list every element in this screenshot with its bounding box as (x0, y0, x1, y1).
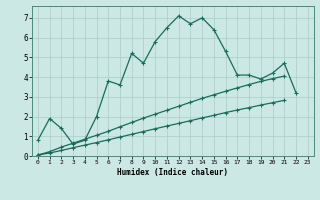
X-axis label: Humidex (Indice chaleur): Humidex (Indice chaleur) (117, 168, 228, 177)
